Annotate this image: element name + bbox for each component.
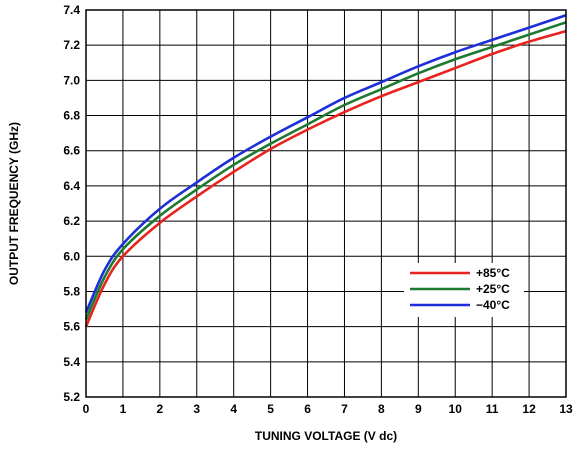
x-tick-label-6: 6 xyxy=(304,402,311,416)
series-line-1 xyxy=(84,21,567,321)
x-tick-label-12: 12 xyxy=(522,402,536,416)
x-axis-label: TUNING VOLTAGE (V dc) xyxy=(255,429,397,443)
grid-lines xyxy=(85,9,567,398)
legend-label-2: −40°C xyxy=(476,298,510,312)
series-line-0 xyxy=(84,29,567,328)
y-tick-label-11: 7.4 xyxy=(63,3,80,17)
x-tick-label-0: 0 xyxy=(83,402,90,416)
series-line-2 xyxy=(84,14,567,314)
x-tick-label-9: 9 xyxy=(415,402,422,416)
x-tick-labels: 0 1 2 3 4 5 6 7 8 9 10 11 12 13 xyxy=(83,402,573,416)
x-tick-label-13: 13 xyxy=(559,402,573,416)
x-tick-label-7: 7 xyxy=(341,402,348,416)
x-tick-label-5: 5 xyxy=(267,402,274,416)
plot-border xyxy=(85,9,567,398)
y-tick-label-3: 5.8 xyxy=(63,284,80,298)
legend-label-0: +85°C xyxy=(476,266,510,280)
y-tick-label-4: 6.0 xyxy=(63,249,80,263)
plot-frame xyxy=(85,9,567,398)
y-tick-label-1: 5.4 xyxy=(63,355,80,369)
legend-label-1: +25°C xyxy=(476,282,510,296)
x-tick-label-4: 4 xyxy=(230,402,237,416)
y-axis-label: OUTPUT FREQUENCY (GHz) xyxy=(7,122,21,285)
x-tick-label-8: 8 xyxy=(378,402,385,416)
x-tick-label-2: 2 xyxy=(157,402,164,416)
y-tick-label-10: 7.2 xyxy=(63,38,80,52)
y-tick-labels: 5.2 5.4 5.6 5.8 6.0 6.2 6.4 6.6 6.8 7.0 7.2 7.4 xyxy=(63,3,80,404)
series-group xyxy=(84,14,567,328)
y-tick-label-0: 5.2 xyxy=(63,390,80,404)
x-tick-label-3: 3 xyxy=(193,402,200,416)
y-tick-label-7: 6.6 xyxy=(63,144,80,158)
y-tick-label-5: 6.2 xyxy=(63,214,80,228)
x-tick-label-1: 1 xyxy=(120,402,127,416)
x-tick-label-11: 11 xyxy=(486,402,499,416)
y-tick-label-2: 5.6 xyxy=(63,320,80,334)
x-tick-label-10: 10 xyxy=(449,402,463,416)
y-tick-label-8: 6.8 xyxy=(63,109,80,123)
legend: +85°C +25°C −40°C xyxy=(404,263,524,317)
y-tick-label-9: 7.0 xyxy=(63,73,80,87)
y-tick-label-6: 6.4 xyxy=(63,179,80,193)
